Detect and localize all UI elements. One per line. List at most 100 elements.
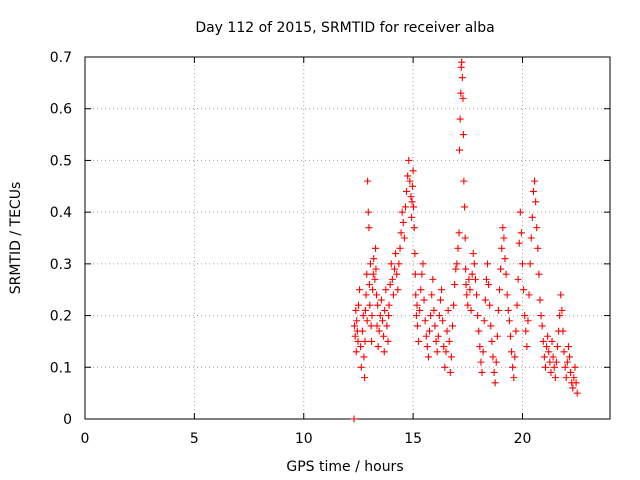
data-point: [546, 358, 554, 366]
data-point: [365, 281, 373, 289]
data-point: [562, 374, 570, 382]
data-point: [352, 306, 360, 314]
data-point: [419, 260, 427, 268]
data-point: [466, 286, 474, 294]
data-point: [399, 218, 407, 226]
data-point: [525, 291, 533, 299]
y-tick-label: 0.5: [50, 153, 72, 169]
data-point: [543, 343, 551, 351]
data-point: [499, 224, 507, 232]
data-point: [458, 58, 466, 66]
data-point: [504, 306, 512, 314]
data-point: [424, 353, 432, 361]
data-point: [362, 291, 370, 299]
data-point: [521, 312, 529, 320]
data-point: [405, 156, 413, 164]
data-point: [461, 203, 469, 211]
data-point: [426, 327, 434, 335]
data-point: [406, 177, 414, 185]
data-point: [453, 260, 461, 268]
data-point: [379, 317, 386, 325]
data-point: [554, 343, 561, 351]
data-point: [373, 322, 381, 330]
data-point: [469, 250, 477, 258]
data-point: [509, 363, 517, 371]
data-point: [559, 327, 567, 335]
data-point: [449, 322, 456, 330]
data-point: [410, 224, 418, 232]
data-point: [364, 177, 372, 185]
data-point: [368, 337, 376, 345]
data-point: [436, 296, 444, 304]
data-point: [447, 353, 455, 361]
data-point: [500, 234, 508, 242]
data-point: [372, 244, 379, 252]
data-point: [418, 270, 426, 278]
data-point: [456, 146, 463, 154]
data-point: [537, 312, 545, 320]
data-point: [363, 270, 371, 278]
data-point: [429, 275, 437, 283]
data-point: [455, 229, 463, 237]
data-point: [484, 260, 491, 268]
data-point: [409, 167, 417, 175]
data-point: [566, 353, 574, 361]
data-point: [439, 317, 447, 325]
data-point: [385, 301, 393, 309]
plot-frame: [84, 56, 611, 420]
data-point: [564, 343, 572, 351]
data-points: [350, 58, 581, 423]
data-point: [428, 291, 436, 299]
data-point: [388, 275, 396, 283]
data-point: [539, 337, 547, 345]
data-point: [479, 348, 487, 356]
data-point: [492, 358, 500, 366]
data-point: [431, 322, 439, 330]
data-point: [361, 306, 369, 314]
data-point: [421, 317, 429, 325]
data-point: [385, 312, 393, 320]
data-point: [422, 332, 430, 340]
data-point: [502, 270, 510, 278]
data-point: [364, 208, 372, 216]
data-point: [463, 291, 471, 299]
data-point: [456, 115, 464, 123]
data-point: [550, 363, 558, 371]
y-axis-label: SRMTID / TECUs: [8, 182, 24, 295]
data-point: [380, 332, 388, 340]
data-point: [461, 234, 469, 242]
grid: [85, 57, 610, 419]
data-point: [452, 265, 460, 273]
data-point: [498, 244, 506, 252]
data-point: [511, 353, 519, 361]
data-point: [527, 234, 535, 242]
data-point: [464, 301, 472, 309]
data-point: [358, 327, 366, 335]
data-point: [552, 358, 560, 366]
data-point: [515, 239, 523, 247]
data-point: [516, 208, 524, 216]
data-point: [572, 379, 580, 387]
data-point: [508, 348, 516, 356]
data-point: [411, 270, 419, 278]
y-tick-label: 0.7: [50, 50, 72, 66]
data-point: [410, 203, 418, 211]
data-point: [408, 198, 416, 206]
data-point: [487, 322, 495, 330]
data-point: [477, 358, 485, 366]
y-tick-label: 0.2: [50, 309, 72, 325]
data-point: [441, 363, 449, 371]
data-point: [547, 368, 555, 376]
y-tick-label: 0: [63, 412, 72, 428]
data-point: [505, 317, 513, 325]
data-point: [545, 348, 553, 356]
data-point: [392, 250, 400, 258]
data-point: [451, 281, 459, 289]
data-point: [440, 343, 448, 351]
data-point: [561, 363, 569, 371]
data-point: [423, 343, 431, 351]
data-point: [497, 265, 505, 273]
data-point: [412, 312, 420, 320]
data-point: [514, 275, 522, 283]
